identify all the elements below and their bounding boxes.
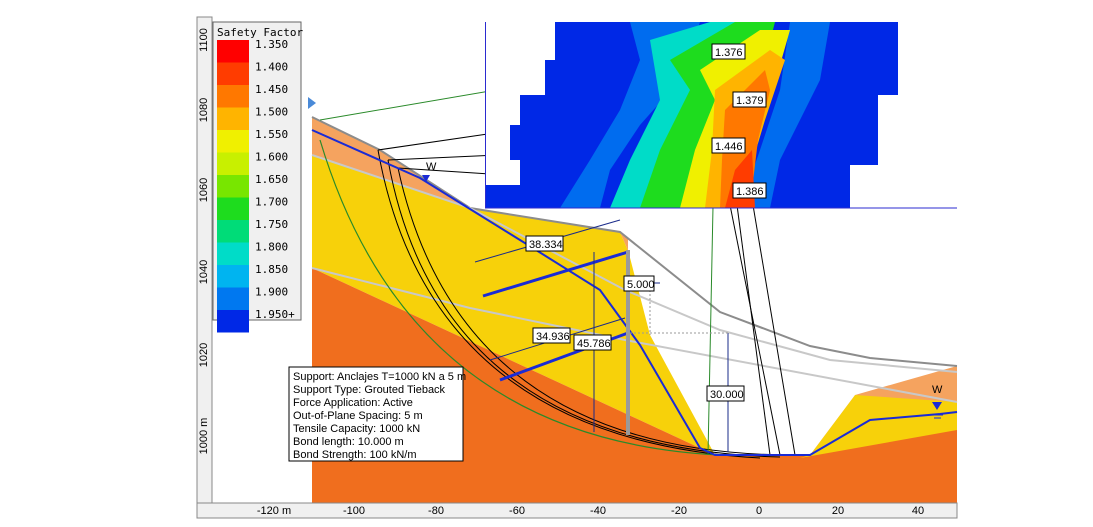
dimension-label-d5: 30.000 xyxy=(706,385,745,402)
legend-label: 1.700 xyxy=(255,196,288,209)
legend-label: 1.850 xyxy=(255,263,288,276)
grid-label-4: 1.386 xyxy=(732,182,767,199)
dimension-label-d3: 34.936 xyxy=(532,327,571,344)
boundary-mid xyxy=(311,154,958,373)
y-tick-label: 1100 xyxy=(198,28,210,52)
x-tick-label: 20 xyxy=(832,505,844,517)
legend-label: 1.550 xyxy=(255,128,288,141)
legend-label: 1.500 xyxy=(255,106,288,119)
legend-label: 1.600 xyxy=(255,151,288,164)
support-info-line-3: Force Application: Active xyxy=(293,397,413,409)
x-tick-label: -80 xyxy=(428,505,444,517)
x-tick-label: -40 xyxy=(590,505,606,517)
x-ruler xyxy=(196,502,958,519)
legend-swatch xyxy=(217,220,249,243)
support-info-line-5: Tensile Capacity: 1000 kN xyxy=(293,423,420,435)
y-tick-label: 1000 m xyxy=(198,418,210,455)
legend-swatch xyxy=(217,175,249,198)
legend-label: 1.900 xyxy=(255,286,288,299)
support-info-line-4: Out-of-Plane Spacing: 5 m xyxy=(293,410,423,422)
legend-swatch xyxy=(217,310,249,333)
water-table xyxy=(311,129,958,456)
support-info-line-2: Support Type: Grouted Tieback xyxy=(293,384,446,396)
legend-swatch xyxy=(217,152,249,175)
grid-label-3: 1.446 xyxy=(711,137,746,154)
svg-text:W: W xyxy=(932,384,943,396)
slip-surface-2 xyxy=(387,159,781,458)
support-info-line-1: Support: Anclajes T=1000 kN a 5 m xyxy=(293,371,466,383)
x-tick-label: -60 xyxy=(509,505,525,517)
y-tick-label: 1060 xyxy=(198,178,210,202)
grid-label-2: 1.379 xyxy=(732,91,767,108)
svg-text:1.379: 1.379 xyxy=(736,95,764,107)
soil-layer-middle xyxy=(312,155,715,455)
radius-line-6 xyxy=(734,189,771,456)
x-tick-label: 40 xyxy=(912,505,924,517)
x-ruler-labels: -120 m -100 -80 -60 -40 -20 0 20 40 xyxy=(257,505,924,517)
legend-label: 1.800 xyxy=(255,241,288,254)
y-tick-label: 1020 xyxy=(198,343,210,367)
legend-label: 1.400 xyxy=(255,61,288,74)
retaining-wall xyxy=(626,250,630,435)
x-tick-label: -20 xyxy=(671,505,687,517)
legend-swatch xyxy=(217,242,249,265)
water-marker-right: W xyxy=(932,384,943,419)
legend-label: 1.350 xyxy=(255,38,288,51)
svg-text:38.334: 38.334 xyxy=(529,239,563,251)
legend-label: 1.750 xyxy=(255,218,288,231)
svg-text:34.936: 34.936 xyxy=(536,331,570,343)
boundary-low xyxy=(311,267,958,403)
svg-text:5.000: 5.000 xyxy=(627,279,655,291)
legend-label: 1.650 xyxy=(255,173,288,186)
grid-label-1: 1.376 xyxy=(711,43,746,60)
svg-text:1.386: 1.386 xyxy=(736,186,764,198)
dimension-label-d2: 5.000 xyxy=(623,275,655,292)
slip-surface-green xyxy=(319,139,721,456)
section-marker xyxy=(308,97,316,109)
legend-swatch xyxy=(217,85,249,108)
dimension-label-d4: 45.786 xyxy=(573,334,612,351)
dimension-label-d1: 38.334 xyxy=(525,235,564,252)
legend-swatch xyxy=(217,197,249,220)
soil-layer-base xyxy=(312,268,957,503)
legend-swatch xyxy=(217,62,249,85)
slip-surface-1 xyxy=(377,149,761,459)
y-tick-label: 1080 xyxy=(198,98,210,122)
safety-factor-legend: Safety Factor 1.350 1.400 1.450 1.500 1.550 1… xyxy=(212,21,303,333)
y-ruler-labels: 1100 1080 1060 1040 1020 1000 m xyxy=(198,28,210,454)
water-marker-left: W xyxy=(422,161,437,182)
support-info-line-7: Bond Strength: 100 kN/m xyxy=(293,449,417,461)
soil-layer-right-upper xyxy=(855,366,957,402)
legend-title: Safety Factor xyxy=(217,26,303,39)
x-tick-label: 0 xyxy=(756,505,762,517)
anchor-upper xyxy=(482,250,629,298)
svg-text:30.000: 30.000 xyxy=(710,389,744,401)
svg-text:W: W xyxy=(426,161,437,173)
support-info-line-6: Bond length: 10.000 m xyxy=(293,436,404,448)
legend-swatch xyxy=(217,287,249,310)
svg-text:1.446: 1.446 xyxy=(715,141,743,153)
legend-label: 1.950+ xyxy=(255,308,295,321)
x-tick-label: -100 xyxy=(343,505,365,517)
y-tick-label: 1040 xyxy=(198,260,210,284)
legend-swatch xyxy=(217,130,249,153)
x-tick-label: -120 m xyxy=(257,505,291,517)
slip-surface-3 xyxy=(397,167,796,456)
svg-text:45.786: 45.786 xyxy=(577,338,611,350)
soil-layer-right-middle xyxy=(800,395,957,458)
legend-swatch xyxy=(217,107,249,130)
svg-text:1.376: 1.376 xyxy=(715,47,743,59)
legend-swatch xyxy=(217,40,249,63)
legend-swatch xyxy=(217,265,249,288)
legend-label: 1.450 xyxy=(255,83,288,96)
support-info-box: Support: Anclajes T=1000 kN a 5 m Suppor… xyxy=(288,366,466,462)
